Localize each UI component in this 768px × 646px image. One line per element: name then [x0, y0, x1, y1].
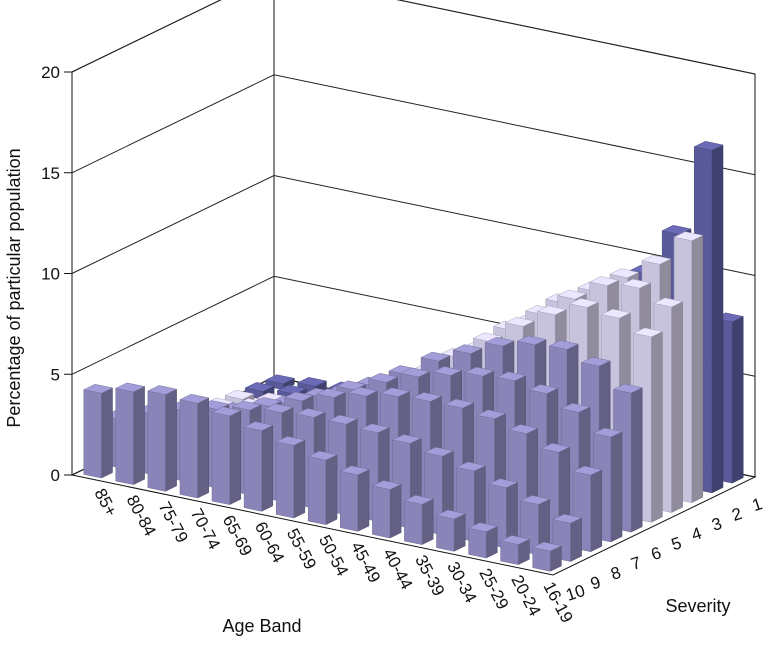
- bar-50-54-sev-10: [307, 450, 338, 525]
- bar-85plus-sev-10: [83, 384, 114, 479]
- severity-tick-label: 2: [730, 504, 745, 525]
- x-tick-label: 20-24: [507, 572, 544, 619]
- bar-40-44-sev-10: [371, 480, 402, 539]
- x-tick-label: 55-59: [283, 525, 320, 572]
- x-tick-label: 65-69: [219, 512, 256, 559]
- bar-60-64-sev-10: [243, 421, 274, 512]
- severity-tick-label: 9: [588, 573, 603, 594]
- x-tick-label: 30-34: [443, 559, 480, 606]
- y-tick-label: 10: [41, 265, 60, 284]
- bar-65-69-sev-10: [211, 406, 242, 505]
- severity-tick-label: 3: [709, 514, 724, 535]
- gridline: [71, 74, 756, 176]
- x-tick-label: 75-79: [155, 499, 192, 546]
- severity-tick-label: 7: [629, 553, 644, 574]
- bar-80-84-sev-10: [115, 382, 146, 485]
- severity-axis-title: Severity: [665, 596, 730, 616]
- severity-tick-label: 1: [750, 494, 765, 515]
- bar-30-34-sev-10: [435, 509, 466, 552]
- bar-45-49-sev-10: [339, 465, 370, 532]
- x-tick-label: 45-49: [347, 539, 384, 586]
- x-tick-label: 70-74: [187, 505, 224, 552]
- x-tick-label: 50-54: [315, 532, 352, 579]
- y-axis-title: Percentage of particular population: [4, 148, 24, 427]
- severity-tick-label: 4: [689, 524, 704, 545]
- x-tick-label: 40-44: [379, 545, 416, 592]
- bar-75-79-sev-10: [147, 385, 178, 492]
- x-tick-label: 25-29: [475, 565, 512, 612]
- x-tick-label: 60-64: [251, 519, 288, 566]
- x-tick-label: 35-39: [411, 552, 448, 599]
- bar-55-59-sev-10: [275, 436, 306, 519]
- severity-tick-label: 5: [669, 533, 684, 554]
- severity-tick-label: 6: [649, 543, 664, 564]
- bar-16-19-sev-10: [531, 541, 563, 572]
- y-tick-label: 15: [41, 164, 60, 183]
- bar-35-39-sev-10: [403, 495, 434, 545]
- x-axis-title: Age Band: [222, 616, 301, 636]
- chart-bars: [83, 141, 744, 572]
- bar-85plus-sev-1: [264, 374, 296, 391]
- bar-25-29-sev-10: [467, 522, 499, 559]
- bar-25-29-sev-9: [488, 478, 519, 549]
- severity-tick-label: 8: [608, 563, 623, 584]
- y-tick-label: 5: [51, 365, 60, 384]
- severity-tick-label: 10: [563, 581, 587, 605]
- x-tick-label: 80-84: [123, 492, 160, 539]
- x-tick-label: 85+: [91, 485, 121, 519]
- gridline: [71, 174, 756, 276]
- bar-20-24-sev-10: [499, 535, 531, 565]
- y-tick-label: 20: [41, 63, 60, 82]
- y-tick-label: 0: [51, 466, 60, 485]
- bar-70-74-sev-10: [179, 393, 210, 499]
- gridline: [71, 0, 756, 75]
